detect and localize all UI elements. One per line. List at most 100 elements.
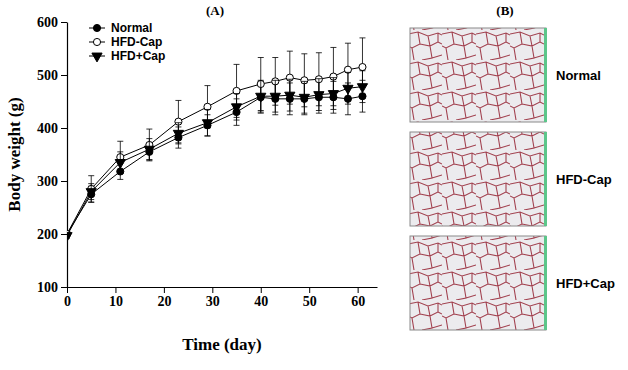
error-bar-cap	[287, 111, 293, 112]
y-axis-title: Body weight (g)	[5, 97, 24, 211]
tick: 600	[37, 15, 67, 30]
tick-label: 300	[37, 174, 58, 189]
marker	[204, 103, 211, 110]
error-bar-cap	[234, 125, 240, 126]
error-bar-cap	[204, 109, 210, 110]
error-bar-cap	[316, 78, 322, 79]
tick: 30	[206, 287, 220, 309]
error-bar-stem	[149, 129, 150, 161]
image-label: Normal	[556, 68, 601, 83]
series	[67, 71, 368, 242]
tick-mark	[61, 22, 67, 23]
error-bar-cap	[316, 110, 322, 111]
error-bar-cap	[359, 70, 365, 71]
error-bar-cap	[345, 114, 351, 115]
marker	[256, 93, 266, 102]
error-bar-cap	[88, 202, 94, 203]
tick-label: 600	[37, 15, 58, 30]
error-bar-cap	[234, 93, 240, 94]
error-bar-cap	[330, 77, 336, 78]
error-bar-cap	[272, 57, 278, 58]
tick: 300	[37, 174, 67, 189]
marker	[314, 92, 324, 101]
y-axis: 100 200 300 400 500 600	[37, 15, 68, 295]
error-bar-cap	[316, 52, 322, 53]
error-bar	[146, 129, 152, 161]
tick-label: 10	[109, 294, 123, 309]
error-bar-cap	[88, 202, 94, 203]
error-bar-cap	[272, 112, 278, 113]
series	[67, 38, 366, 238]
error-bar-cap	[272, 114, 278, 115]
tick-mark	[212, 287, 213, 293]
series-line	[67, 96, 362, 234]
tick-mark	[61, 75, 67, 76]
tick: 400	[37, 121, 67, 136]
tick-label: 0	[64, 294, 71, 309]
error-bar-cap	[146, 159, 152, 160]
tick-mark	[61, 181, 67, 182]
error-bar-cap	[88, 199, 94, 200]
error-bar-cap	[146, 138, 152, 139]
error-bar-cap	[359, 37, 365, 38]
error-bar-cap	[330, 47, 336, 48]
error-bar-cap	[204, 135, 210, 136]
chart-title: (A)	[206, 3, 224, 18]
error-bar-cap	[272, 80, 278, 81]
histology-image	[410, 132, 546, 226]
error-bar-cap	[345, 72, 351, 73]
legend-item: HFD+Cap	[89, 49, 165, 63]
figure: 0102030405060100200300400500600(A)Time (…	[0, 0, 628, 370]
image-edge	[544, 132, 547, 226]
error-bar-cap	[287, 51, 293, 52]
error-bar-cap	[175, 100, 181, 101]
tick-mark	[115, 287, 116, 293]
error-bar-cap	[301, 53, 307, 54]
error-bar-cap	[117, 173, 123, 174]
histology-image	[410, 28, 546, 122]
marker	[343, 85, 353, 94]
tick-mark	[61, 234, 67, 235]
legend-marker	[93, 38, 100, 45]
error-bar-cap	[345, 104, 351, 105]
marker	[202, 120, 212, 129]
image-label: HFD+Cap	[556, 276, 615, 291]
tick: 20	[157, 287, 171, 309]
legend-label: HFD+Cap	[111, 49, 165, 63]
image-edge	[544, 236, 547, 330]
tick: 100	[37, 280, 67, 295]
error-bar-cap	[204, 135, 210, 136]
legend-marker	[93, 24, 100, 31]
error-bar-cap	[234, 120, 240, 121]
tick: 500	[37, 68, 67, 83]
marker	[144, 146, 154, 155]
legend-item: HFD-Cap	[89, 35, 162, 49]
error-bar-cap	[316, 113, 322, 114]
marker	[67, 233, 72, 242]
tick-mark	[61, 128, 67, 129]
tick-label: 60	[351, 294, 365, 309]
marker	[86, 189, 96, 198]
marker	[233, 87, 240, 94]
tick-label: 200	[37, 227, 58, 242]
image-panel: HFD-Cap	[410, 132, 612, 226]
error-bar-cap	[117, 151, 123, 152]
x-axis: 0102030405060	[64, 287, 378, 309]
image-edge	[544, 28, 547, 122]
tick: 0	[64, 287, 71, 309]
tick-label: 100	[37, 280, 58, 295]
series-line	[67, 87, 362, 236]
error-bar-cap	[88, 183, 94, 184]
tick-label: 20	[157, 294, 171, 309]
legend-item: Normal	[89, 21, 152, 35]
tick-mark	[358, 287, 359, 293]
error-bar-cap	[117, 179, 123, 180]
legend-marker	[92, 53, 102, 62]
error-bar-cap	[146, 129, 152, 130]
marker	[299, 94, 309, 103]
error-bar-cap	[359, 102, 365, 103]
error-bar-cap	[359, 112, 365, 113]
image-panel: HFD+Cap	[410, 236, 615, 330]
tick-mark	[61, 287, 67, 288]
plot-marks	[67, 38, 368, 242]
